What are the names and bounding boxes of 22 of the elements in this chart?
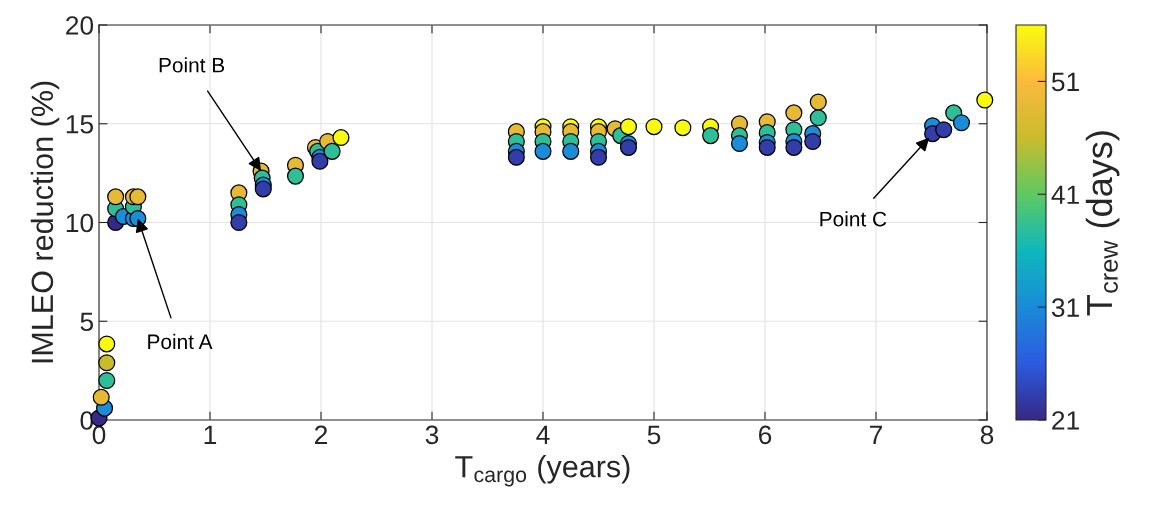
annotation: Point B [159,57,225,73]
x-tick-label: 3 [425,425,439,445]
annotation: Point A [148,333,213,350]
color-bar-label: 51 [1051,72,1079,92]
color-bar-label: 31 [1051,298,1079,317]
x-tick-label: 7 [870,425,883,444]
x-tick-label: 8 [980,425,994,445]
y-tick-label: 15 [66,115,94,134]
color-bar-label: 21 [1052,411,1079,430]
y-tick-label: 20 [66,16,94,35]
annotation: Point C [820,211,887,227]
color-bar-label: 41 [1051,185,1079,204]
y-axis-title: IMLEO reduction (%) [30,81,60,363]
x-tick-label: 6 [759,425,772,445]
y-tick-label: 5 [80,312,94,332]
color-bar-title: T$_{crew}$ (days) [1085,131,1120,316]
x-tick-label: 5 [647,425,661,445]
x-tick-label: 1 [204,425,217,444]
x-axis-title: T$_{cargo}$ (years) [455,455,630,487]
x-tick-label: 4 [536,425,550,444]
y-tick-label: 10 [66,213,94,233]
x-tick-label: 2 [314,425,328,444]
